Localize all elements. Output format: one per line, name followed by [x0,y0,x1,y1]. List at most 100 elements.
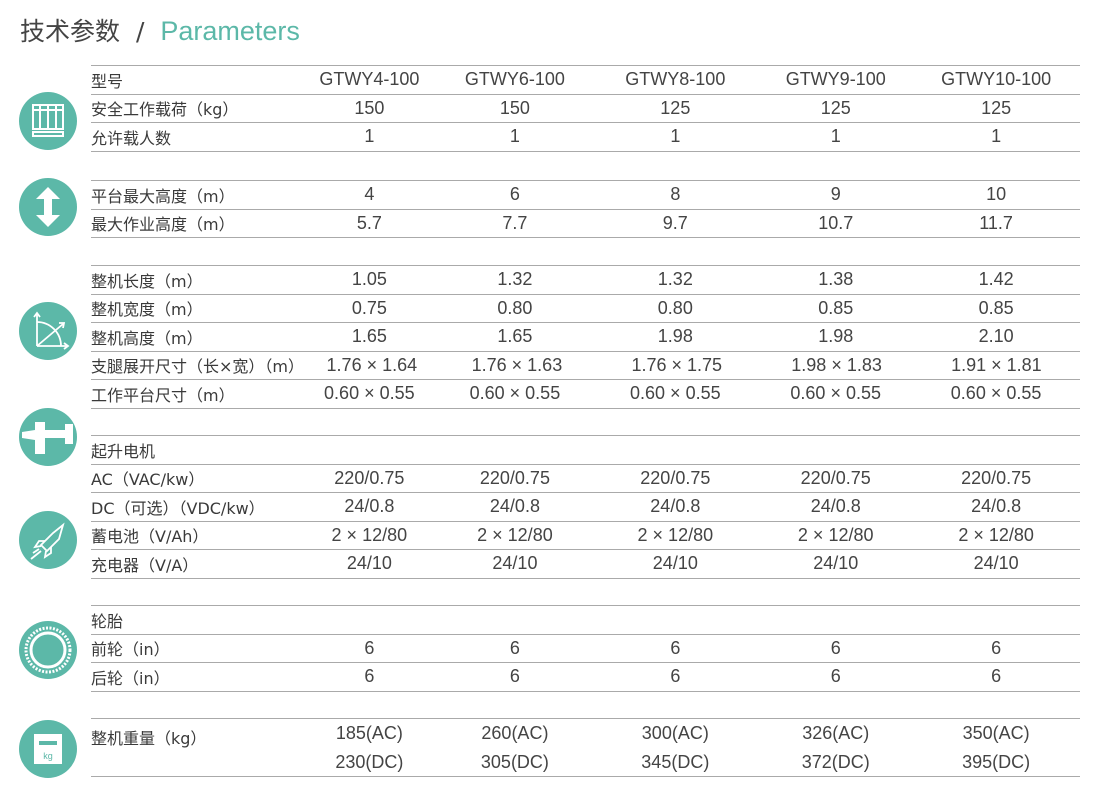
table-cell: 1 [509,126,520,147]
table-cell: 1.98 [657,326,693,347]
table-cell: 24/0.8 [810,496,861,517]
row-label: 前轮（in） [91,640,170,660]
spec-group: 整机重量（kg） 185(AC) 230(DC) 260(AC) 305(DC) 300(… [91,718,1080,777]
table-cell: 6 [509,184,520,205]
weight-kg-icon: kg [19,720,77,778]
row-label: 允许载人数 [91,128,172,148]
cell-value: 185(AC) [335,723,403,743]
table-row: 整机高度（m） 1.65 1.65 1.98 1.98 2.10 [91,323,1080,352]
table-cell: 125 [820,97,851,118]
table-cell: 6 [364,637,375,658]
table-cell: 1 [830,126,841,147]
row-label: 轮胎 [91,611,124,631]
table-cell: 0.60 × 0.55 [324,383,415,404]
table-cell: 1 [991,126,1002,147]
table-cell: 24/0.8 [650,496,701,517]
table-row: 蓄电池（V/Ah） 2 × 12/80 2 × 12/80 2 × 12/80 2 × … [91,522,1080,550]
table-row: 整机长度（m） 1.05 1.32 1.32 1.38 1.42 [91,266,1080,295]
cell-value: 350(AC) [962,723,1030,743]
table-row: 轮胎 [91,606,1080,635]
table-cell: 9 [830,184,841,205]
table-cell: 150 [354,97,385,118]
table-cell: 24/0.8 [489,496,540,517]
dimensions-axes-icon [19,302,77,360]
table-row: 平台最大高度（m） 4 6 8 9 10 [91,181,1080,210]
table-cell: 24/10 [973,553,1019,574]
spec-group: 整机长度（m） 1.05 1.32 1.32 1.38 1.42 整机宽度（m） 0.75 0.… [91,265,1080,409]
table-cell: 1.65 [497,326,533,347]
row-label: 平台最大高度（m） [91,186,235,206]
title-zh: 技术参数 [20,17,121,46]
table-cell: 1.91 × 1.81 [951,354,1042,375]
table-cell: 6 [670,637,681,658]
table-row: AC（VAC/kw） 220/0.75 220/0.75 220/0.75 220/0.… [91,465,1080,493]
table-row: 工作平台尺寸（m） 0.60 × 0.55 0.60 × 0.55 0.60 × 0.… [91,380,1080,409]
table-cell: 4 [364,184,375,205]
table-cell: 0.75 [351,297,387,318]
row-label: 支腿展开尺寸（长×宽）（m） [91,357,304,377]
table-cell: 7.7 [502,212,528,233]
cell-value: 345(DC) [641,752,710,772]
table-cell: 1.76 × 1.64 [326,354,418,375]
title-en: Parameters [160,16,300,46]
table-cell: 24/10 [813,553,859,574]
table-cell: 220/0.75 [961,467,1032,488]
table-cell: 220/0.75 [800,467,871,488]
motor-plug-icon [19,408,77,466]
table-cell: 6 [670,666,681,687]
table-cell: GTWY8-100 [625,69,726,90]
table-row: 整机宽度（m） 0.75 0.80 0.80 0.85 0.85 [91,295,1080,323]
table-cell: 6 [830,637,841,658]
table-row: 允许载人数 1 1 1 1 1 [91,123,1080,152]
spec-group: 起升电机 AC（VAC/kw） 220/0.75 220/0.75 220/0.75 22… [91,435,1080,579]
table-cell: 6 [991,666,1002,687]
cell-value: 305(DC) [480,752,549,772]
table-cell: GTWY9-100 [785,69,886,90]
table-cell: 11.7 [979,212,1013,233]
table-cell: 0.60 × 0.55 [469,383,561,404]
cell-value: 372(DC) [801,752,870,772]
spec-group: 平台最大高度（m） 4 6 8 9 10 最大作业高度（m） 5.7 7.7 9.7 10.7 11.… [91,180,1080,238]
table-cell: 220/0.75 [479,467,550,488]
table-cell: 10.7 [818,212,854,233]
table-row: 整机重量（kg） 185(AC) 230(DC) 260(AC) 305(DC) 300(… [91,719,1080,777]
table-cell: 150 [499,97,530,118]
svg-text:kg: kg [43,751,53,761]
table-cell: 0.85 [818,297,854,318]
table-cell: 6 [509,637,520,658]
row-label: 最大作业高度（m） [91,215,235,235]
table-cell: 185(AC) 230(DC) [300,719,438,776]
rocket-icon [19,511,77,569]
table-cell: 6 [509,666,520,687]
table-row: 最大作业高度（m） 5.7 7.7 9.7 10.7 11.7 [91,210,1080,238]
table-cell: 2.10 [978,326,1014,347]
table-cell: 0.85 [978,297,1014,318]
cell-value: 326(AC) [802,723,870,743]
table-cell: 2 × 12/80 [477,524,553,545]
row-label: 整机长度（m） [91,271,203,291]
table-cell: 1.76 × 1.75 [631,354,723,375]
row-label: 后轮（in） [91,668,170,688]
table-cell: 2 × 12/80 [637,524,714,545]
table-cell: 0.80 [657,297,693,318]
spec-group: 型号 GTWY4-100 GTWY6-100 GTWY8-100 GTWY9-100 GT… [91,65,1080,152]
table-row: 安全工作载荷（kg） 150 150 125 125 125 [91,95,1080,123]
table-cell: 24/10 [346,553,392,574]
table-cell: 125 [660,97,691,118]
table-cell: GTWY10-100 [941,69,1052,90]
table-row: 后轮（in） 6 6 6 6 6 [91,663,1080,692]
up-down-arrow-icon [19,178,77,236]
spec-group: 轮胎 前轮（in） 6 6 6 6 6 后轮（in） 6 6 6 6 6 [91,605,1080,692]
table-cell: 6 [364,666,375,687]
page-title: 技术参数 / Parameters [20,12,300,48]
table-cell: 350(AC) 395(DC) [912,719,1080,776]
table-cell: 300(AC) 345(DC) [591,719,759,776]
table-cell: 1.98 × 1.83 [791,354,882,375]
row-label: 充电器（V/A） [91,555,199,575]
table-cell: 1.05 [351,269,387,290]
tire-icon [19,621,77,679]
table-cell: 2 × 12/80 [797,524,874,545]
table-row: DC（可选）（VDC/kw） 24/0.8 24/0.8 24/0.8 24/0.8 24… [91,493,1080,522]
table-cell: 1.98 [818,326,854,347]
table-cell: GTWY4-100 [319,69,420,90]
